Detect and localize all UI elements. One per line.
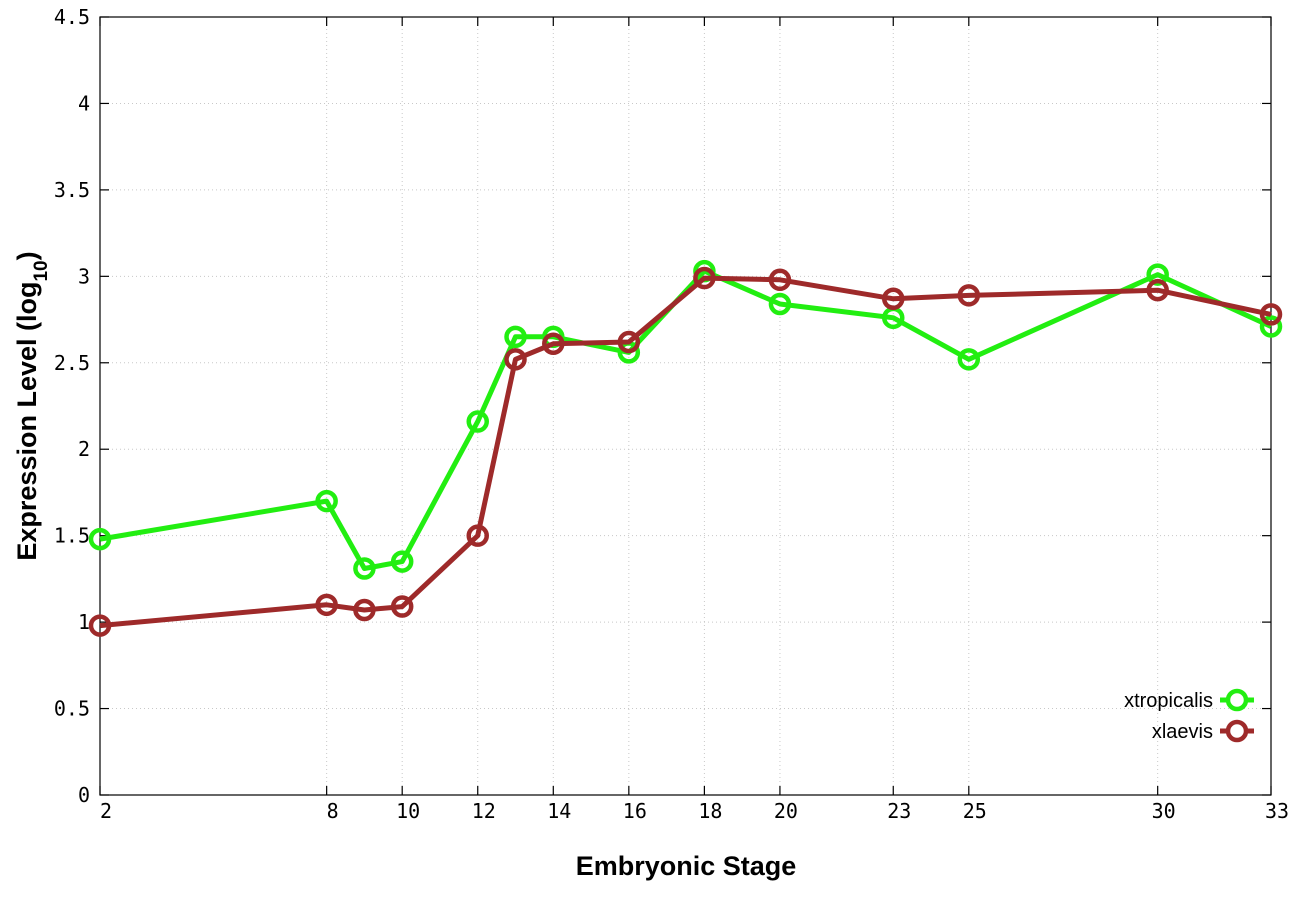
data-point-xtropicalis <box>1259 315 1283 338</box>
legend-swatch-marker <box>1225 688 1249 712</box>
y-tick-label: 4.5 <box>54 5 90 29</box>
y-tick-label: 1.5 <box>54 524 90 548</box>
y-tick-label: 3 <box>78 264 90 288</box>
data-point-xlaevis <box>693 266 716 290</box>
data-point-xtropicalis <box>957 348 981 371</box>
y-axis-title-main: Expression Level (log <box>12 282 42 561</box>
series-xtropicalis <box>88 259 1283 580</box>
legend-swatch-marker <box>1225 719 1249 743</box>
x-tick-label: 23 <box>887 799 911 823</box>
series-line-xlaevis <box>99 275 1272 629</box>
legend-item-xtropicalis: xtropicalis <box>1124 688 1254 712</box>
y-tick-label: 3.5 <box>54 178 90 202</box>
y-tick-label: 4 <box>78 91 90 115</box>
data-point-xtropicalis <box>1146 263 1169 286</box>
x-tick-label: 20 <box>774 799 798 823</box>
grid-lines <box>100 17 1271 795</box>
x-tick-label: 2 <box>100 799 112 823</box>
x-tick-label: 16 <box>623 799 647 823</box>
legend-label: xlaevis <box>1152 721 1213 743</box>
series-line-xtropicalis <box>99 268 1273 571</box>
data-point-xlaevis <box>353 598 376 622</box>
data-point-xtropicalis <box>466 410 489 433</box>
y-axis-title-close: ) <box>12 251 42 260</box>
x-tick-label: 10 <box>396 799 420 823</box>
axis-ticks: 0 0.5 1 1.5 2 2.5 3 3.5 4 4.5 2 8 10 12 14 16 18 20 23 25 30… <box>54 5 1289 823</box>
x-tick-label: 33 <box>1265 799 1289 823</box>
data-point-xtropicalis <box>315 489 338 513</box>
x-tick-label: 12 <box>472 799 496 823</box>
data-point-xlaevis <box>466 524 489 547</box>
data-point-xlaevis <box>542 332 565 356</box>
data-point-xlaevis <box>768 268 792 292</box>
data-point-xlaevis <box>390 595 414 618</box>
y-tick-label: 0.5 <box>54 697 90 721</box>
y-tick-label: 2 <box>78 437 90 461</box>
x-tick-label: 18 <box>698 799 722 823</box>
x-tick-label: 14 <box>547 799 571 823</box>
data-point-xlaevis <box>617 330 641 354</box>
series-layer <box>88 259 1283 637</box>
data-point-xlaevis <box>315 593 338 617</box>
plot-frame <box>99 16 1272 796</box>
data-point-xlaevis <box>88 614 112 637</box>
data-point-xtropicalis <box>504 325 527 349</box>
data-point-xlaevis <box>1146 278 1169 302</box>
data-point-xtropicalis <box>88 527 112 551</box>
data-point-xlaevis <box>1259 303 1283 326</box>
legend-item-xlaevis: xlaevis <box>1152 719 1254 743</box>
y-tick-label: 2.5 <box>54 351 90 375</box>
y-axis-title: Expression Level (log10) <box>12 251 52 560</box>
data-point-xlaevis <box>957 284 981 307</box>
y-tick-label: 0 <box>78 783 90 807</box>
y-axis-title-subscript: 10 <box>31 260 52 281</box>
x-tick-label: 30 <box>1152 799 1176 823</box>
data-point-xtropicalis <box>353 557 376 580</box>
data-point-xtropicalis <box>768 292 792 316</box>
data-point-xtropicalis <box>390 550 414 573</box>
series-xlaevis <box>88 266 1283 637</box>
data-point-xlaevis <box>882 287 905 311</box>
y-tick-label: 1 <box>78 610 90 634</box>
x-axis-title: Embryonic Stage <box>576 851 797 881</box>
data-point-xlaevis <box>504 348 527 371</box>
x-tick-label: 25 <box>963 799 987 823</box>
legend: xtropicalis xlaevis <box>1124 688 1254 743</box>
x-tick-label: 8 <box>327 799 339 823</box>
legend-label: xtropicalis <box>1124 690 1213 712</box>
